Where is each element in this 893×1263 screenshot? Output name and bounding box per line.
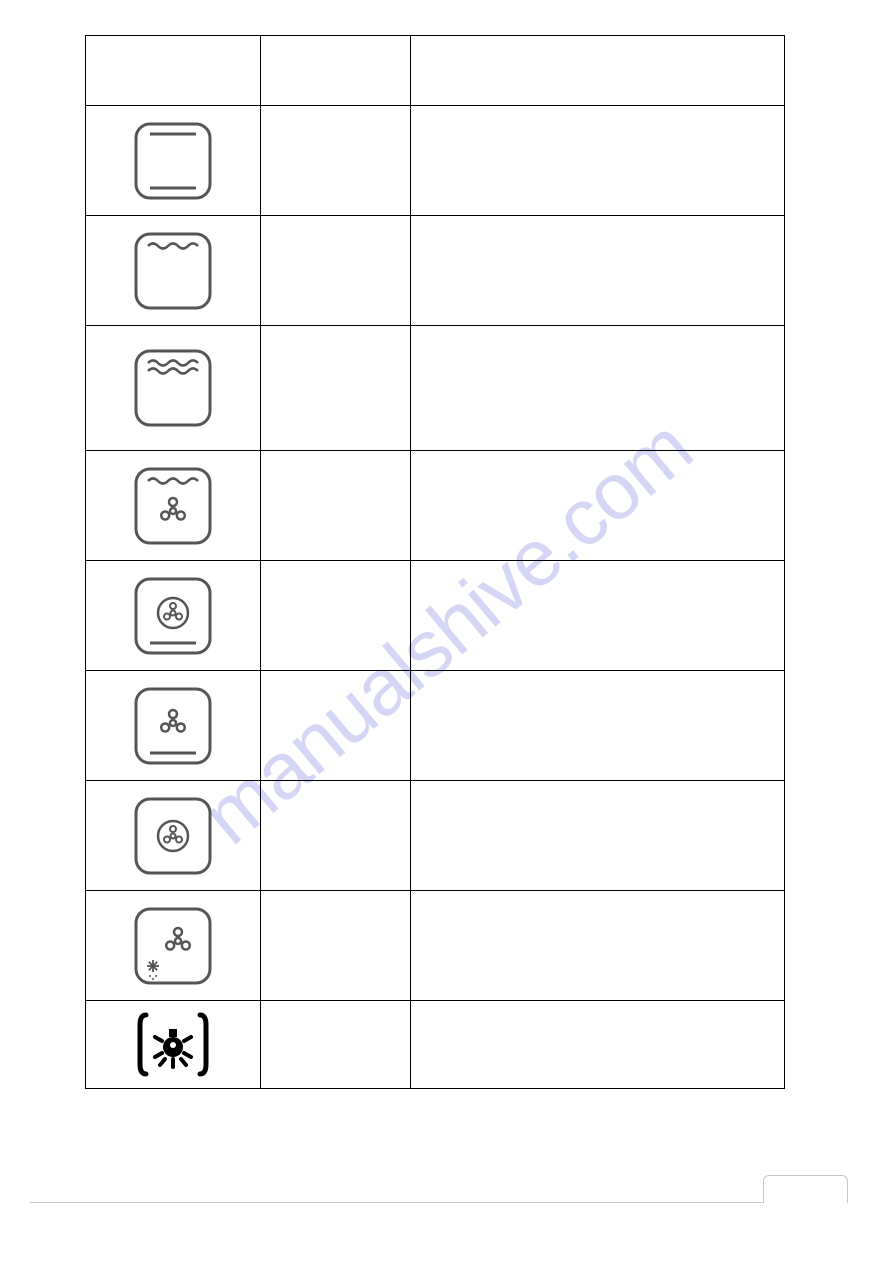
mid-cell [260, 781, 410, 891]
table-row [86, 106, 785, 216]
table-row [86, 326, 785, 451]
convection-bottom-icon [128, 571, 218, 661]
icon-cell [86, 451, 261, 561]
mid-cell [260, 671, 410, 781]
header-cell-mid [260, 36, 410, 106]
table-row [86, 216, 785, 326]
icon-cell [86, 106, 261, 216]
icon-cell [86, 326, 261, 451]
table-row [86, 891, 785, 1001]
header-cell-desc [410, 36, 784, 106]
mid-cell [260, 891, 410, 1001]
top-bottom-heat-icon [128, 116, 218, 206]
icon-cell [86, 891, 261, 1001]
table-header-row [86, 36, 785, 106]
icon-cell [86, 1001, 261, 1089]
footer-divider [30, 1202, 770, 1203]
mid-cell [260, 451, 410, 561]
mid-cell [260, 1001, 410, 1089]
desc-cell [410, 106, 784, 216]
grill-small-icon [128, 226, 218, 316]
icon-cell [86, 781, 261, 891]
table-row [86, 561, 785, 671]
desc-cell [410, 326, 784, 451]
mid-cell [260, 216, 410, 326]
functions-table [85, 35, 785, 1089]
light-icon [128, 1007, 218, 1082]
fan-bottom-icon [128, 681, 218, 771]
icon-cell [86, 216, 261, 326]
mid-cell [260, 561, 410, 671]
page-content [85, 35, 785, 1089]
desc-cell [410, 451, 784, 561]
desc-cell [410, 891, 784, 1001]
mid-cell [260, 106, 410, 216]
desc-cell [410, 216, 784, 326]
mid-cell [260, 326, 410, 451]
desc-cell [410, 671, 784, 781]
table-row [86, 1001, 785, 1089]
icon-cell [86, 671, 261, 781]
grill-large-icon [128, 343, 218, 433]
grill-fan-icon [128, 461, 218, 551]
table-row [86, 781, 785, 891]
header-cell-icon [86, 36, 261, 106]
desc-cell [410, 561, 784, 671]
table-row [86, 671, 785, 781]
table-row [86, 451, 785, 561]
icon-cell [86, 561, 261, 671]
desc-cell [410, 781, 784, 891]
convection-icon [128, 791, 218, 881]
desc-cell [410, 1001, 784, 1089]
defrost-icon [128, 901, 218, 991]
footer-page-tab [763, 1175, 848, 1203]
